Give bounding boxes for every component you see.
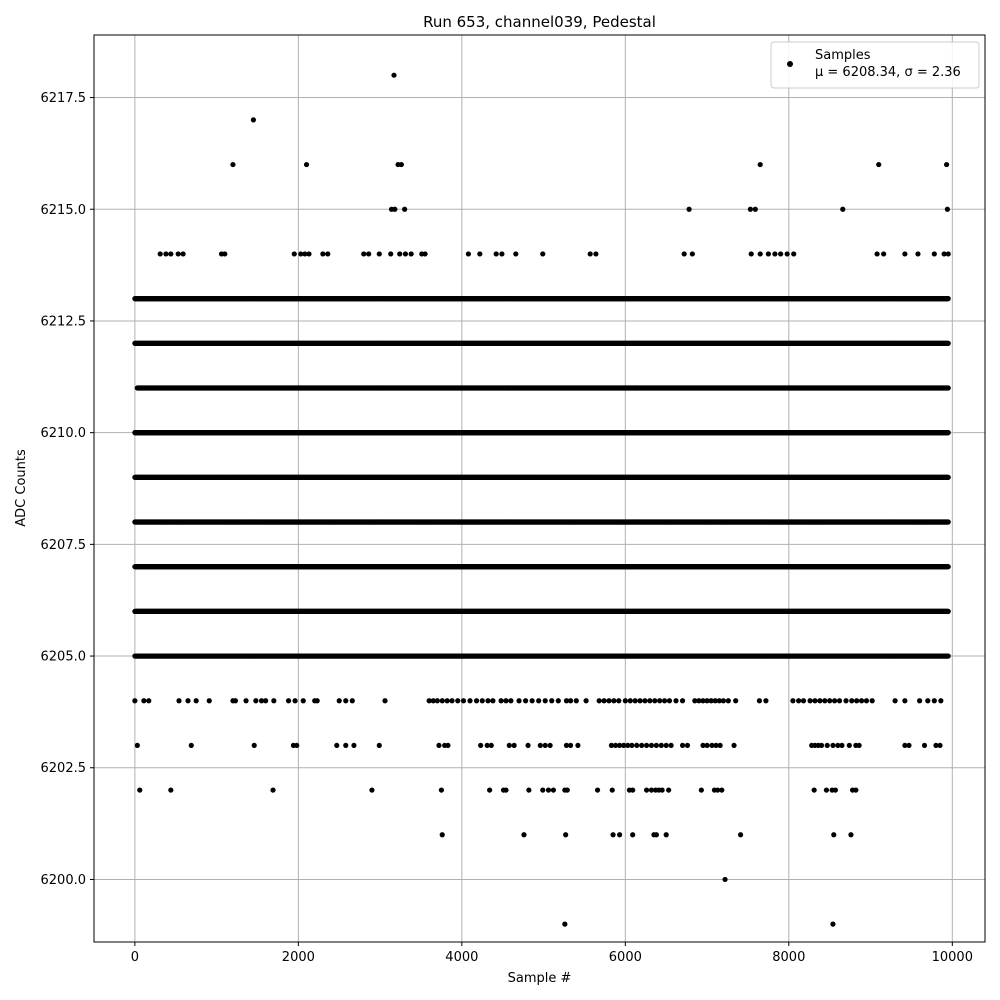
sample-point <box>945 608 951 614</box>
sample-point <box>945 564 951 570</box>
data-points <box>132 72 951 927</box>
